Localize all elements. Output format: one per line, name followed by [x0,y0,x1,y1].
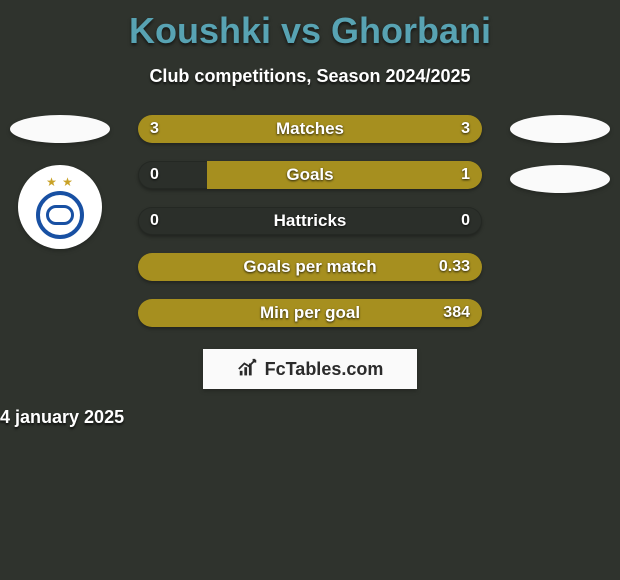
stat-bar-value-right: 384 [443,299,470,327]
stat-bar-value-right: 1 [461,161,470,189]
stat-bar: Goals0 1 [138,161,482,189]
club-badge: ★ ★ [18,165,102,249]
branding-text: FcTables.com [265,359,384,380]
stat-bars: Matches33Goals01Hattricks00Goals per mat… [138,115,482,327]
stat-bar: Hattricks0 0 [138,207,482,235]
bar-chart-icon [237,358,259,380]
subtitle: Club competitions, Season 2024/2025 [149,66,470,87]
stat-bar: Min per goal384 [138,299,482,327]
stat-bar-value-right: 3 [461,115,470,143]
stat-bar-value-left: 3 [150,115,159,143]
stat-bar-value-right: 0 [461,207,470,235]
page-title: Koushki vs Ghorbani [129,10,491,52]
stat-bar-label: Hattricks [138,207,482,235]
stat-bar: Goals per match0.33 [138,253,482,281]
date-label: 4 january 2025 [0,407,620,428]
stat-bar-value-left: 0 [150,207,159,235]
right-player-column [510,115,610,193]
star-icon: ★ ★ [46,175,74,189]
stat-bar-label: Goals per match [138,253,482,281]
player-photo-placeholder [510,115,610,143]
badge-ring [36,191,84,239]
branding-badge: FcTables.com [203,349,417,389]
stat-bar-label: Matches [138,115,482,143]
badge-inner [46,205,74,225]
stat-bar: Matches3 3 [138,115,482,143]
stat-bar-value-right: 0.33 [439,253,470,281]
stat-bar-label: Goals [138,161,482,189]
club-badge-placeholder [510,165,610,193]
left-player-column: ★ ★ [10,115,110,249]
stat-bar-value-left: 0 [150,161,159,189]
player-photo-placeholder [10,115,110,143]
stat-bar-label: Min per goal [138,299,482,327]
content-area: ★ ★ Matches33Goals01Hattricks00Goals per… [0,115,620,428]
